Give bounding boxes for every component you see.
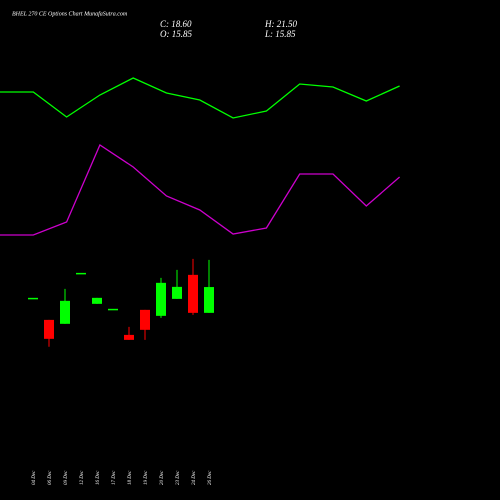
candle-body [44,319,54,339]
x-tick-label: 19 Dec [144,470,149,485]
candle-body [92,297,102,304]
candle-body [28,297,38,300]
candle-body [124,334,134,340]
candle-body [172,286,182,299]
indicator-line [0,77,400,119]
x-tick-label: 12 Dec [80,470,85,485]
candle-body [188,274,198,313]
x-tick-label: 04 Dec [32,470,37,485]
candle-body [204,287,214,313]
x-tick-label: 24 Dec [192,470,197,485]
x-tick-label: 20 Dec [160,470,165,485]
chart-title: BHEL 270 CE Options Chart MunafaSutra.co… [12,10,128,17]
ohlc-low: L: 15.85 [264,29,296,39]
ohlc-open: O: 15.85 [160,29,192,39]
candle-body [76,272,86,275]
x-tick-label: 26 Dec [208,470,213,485]
ohlc-high: H: 21.50 [264,19,297,29]
x-tick-label: 16 Dec [96,470,101,485]
x-tick-label: 06 Dec [48,470,53,485]
candle-body [108,308,118,311]
candle-body [140,309,150,330]
x-tick-label: 18 Dec [128,470,133,485]
candle-body [156,282,166,316]
x-tick-label: 09 Dec [64,470,69,485]
x-tick-label: 23 Dec [176,470,181,485]
candle-body [60,300,70,324]
x-tick-label: 17 Dec [112,470,117,485]
indicator-line [0,144,401,236]
ohlc-close: C: 18.60 [160,19,192,29]
